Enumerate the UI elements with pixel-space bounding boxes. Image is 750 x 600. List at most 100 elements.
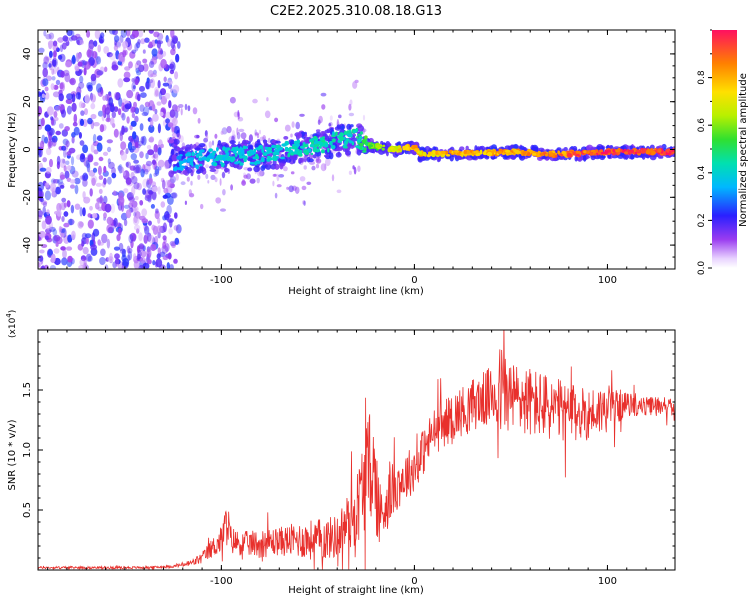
spectrogram-ytick-label: -40 bbox=[22, 237, 33, 253]
ridge-core bbox=[222, 147, 226, 151]
ridge-halo bbox=[217, 140, 222, 146]
noise-blob bbox=[128, 234, 134, 244]
spectral-blob bbox=[229, 96, 236, 104]
ridge-halo bbox=[261, 164, 267, 169]
noise-blob bbox=[162, 222, 167, 233]
noise-blob bbox=[131, 30, 139, 38]
noise-blob bbox=[48, 32, 55, 40]
ridge-core bbox=[358, 135, 363, 140]
noise-blob bbox=[58, 225, 62, 233]
noise-blob bbox=[51, 68, 55, 75]
ridge-core bbox=[356, 138, 362, 143]
noise-blob bbox=[44, 92, 50, 100]
spectral-blob bbox=[179, 135, 184, 143]
noise-blob bbox=[146, 248, 152, 258]
noise-blob bbox=[107, 256, 114, 262]
noise-blob bbox=[165, 35, 169, 43]
snr-ylabel: SNR (10 * v/v) bbox=[7, 419, 18, 490]
noise-blob bbox=[52, 91, 60, 98]
spectral-blob bbox=[238, 128, 245, 133]
noise-blob bbox=[120, 112, 125, 118]
noise-blob bbox=[175, 130, 180, 138]
ridge-core bbox=[640, 151, 646, 154]
noise-blob bbox=[134, 206, 139, 213]
spectral-blob bbox=[252, 98, 258, 104]
spectral-blob bbox=[214, 133, 218, 139]
spectral-blob bbox=[176, 132, 181, 140]
noise-blob bbox=[157, 247, 161, 253]
ridge-core bbox=[258, 145, 264, 150]
noise-blob bbox=[128, 196, 135, 202]
spectral-blob bbox=[259, 129, 261, 135]
ridge-core bbox=[239, 155, 244, 159]
noise-blob bbox=[80, 255, 87, 262]
noise-blob bbox=[149, 117, 154, 128]
ridge-halo bbox=[357, 125, 365, 132]
noise-blob bbox=[61, 109, 66, 118]
ridge-halo bbox=[298, 157, 303, 163]
spectral-blob bbox=[178, 104, 184, 108]
noise-blob bbox=[78, 265, 86, 269]
spectral-blob bbox=[267, 137, 271, 144]
noise-blob bbox=[97, 165, 102, 176]
ridge-core bbox=[276, 149, 280, 153]
ridge-core bbox=[196, 165, 199, 170]
noise-blob bbox=[152, 69, 157, 75]
noise-blob bbox=[125, 161, 129, 168]
noise-blob bbox=[169, 264, 174, 269]
spectral-blob bbox=[190, 180, 193, 186]
noise-blob bbox=[104, 66, 108, 73]
spectral-blob bbox=[256, 177, 260, 184]
noise-blob bbox=[153, 31, 160, 38]
noise-blob bbox=[166, 204, 172, 215]
ridge-core bbox=[249, 149, 254, 153]
ridge-core bbox=[454, 150, 460, 153]
noise-blob bbox=[118, 97, 123, 107]
ridge-halo bbox=[189, 143, 194, 150]
noise-blob bbox=[66, 93, 74, 100]
noise-blob bbox=[126, 245, 131, 254]
ridge-core bbox=[261, 148, 265, 154]
noise-blob bbox=[126, 89, 134, 99]
spectral-blob bbox=[348, 103, 352, 111]
noise-blob bbox=[126, 116, 130, 124]
noise-blob bbox=[69, 218, 73, 226]
noise-blob bbox=[142, 63, 149, 72]
noise-blob bbox=[137, 93, 141, 102]
snr-panel: -100 0 100 0.5 1.0 1.5 Height of straight lin… bbox=[5, 310, 676, 596]
noise-blob bbox=[56, 209, 62, 217]
noise-blob bbox=[160, 201, 166, 208]
ridge-core bbox=[651, 150, 656, 155]
ridge-core bbox=[294, 143, 301, 147]
noise-blob bbox=[138, 64, 145, 73]
ridge-core bbox=[382, 144, 386, 148]
noise-blob bbox=[113, 190, 117, 196]
noise-blob bbox=[74, 203, 81, 210]
noise-blob bbox=[90, 175, 98, 184]
ridge-core bbox=[316, 143, 320, 147]
noise-blob bbox=[148, 41, 153, 48]
ridge-core bbox=[299, 149, 303, 154]
noise-blob bbox=[45, 215, 52, 225]
noise-blob bbox=[42, 78, 49, 87]
noise-blob bbox=[109, 252, 113, 261]
spectral-blob bbox=[301, 185, 307, 191]
noise-blob bbox=[82, 207, 86, 217]
ridge-halo bbox=[629, 145, 633, 150]
noise-blob bbox=[53, 84, 59, 90]
noise-blob bbox=[55, 79, 61, 86]
ridge-halo bbox=[465, 145, 469, 151]
ridge-halo bbox=[283, 136, 289, 140]
ridge-core bbox=[347, 133, 353, 138]
spectral-blob bbox=[325, 158, 331, 167]
ridge-core bbox=[248, 153, 252, 157]
noise-blob bbox=[119, 248, 127, 254]
noise-blob bbox=[43, 56, 50, 65]
noise-blob bbox=[48, 226, 56, 232]
noise-blob bbox=[44, 54, 49, 63]
ridge-halo bbox=[264, 163, 272, 170]
noise-blob bbox=[79, 258, 86, 266]
ridge-core bbox=[231, 156, 236, 162]
noise-blob bbox=[163, 76, 167, 83]
noise-blob bbox=[98, 175, 104, 180]
